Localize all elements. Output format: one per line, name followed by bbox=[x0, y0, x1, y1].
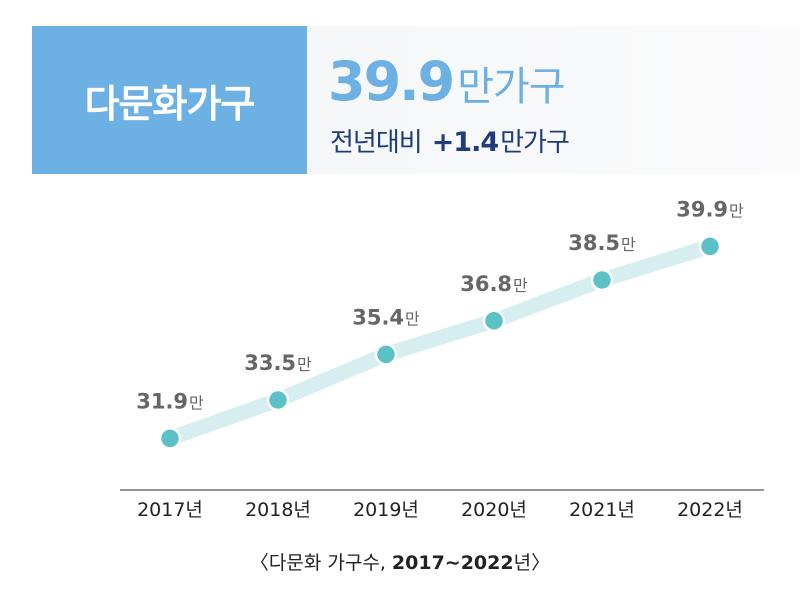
data-point bbox=[266, 388, 290, 412]
data-label-value: 38.5 bbox=[568, 231, 620, 255]
banner-label-box: 다문화가구 bbox=[32, 26, 307, 174]
change-label: 전년대비 bbox=[330, 128, 423, 158]
x-tick-label: 2020년 bbox=[461, 499, 527, 521]
data-label-unit: 만 bbox=[189, 393, 204, 412]
banner-label: 다문화가구 bbox=[84, 81, 256, 126]
data-label-unit: 만 bbox=[513, 276, 528, 295]
data-point bbox=[482, 309, 506, 333]
caption-range: 2017∼2022 bbox=[391, 552, 514, 574]
headline: 39.9 만가구 bbox=[328, 50, 566, 114]
caption-range-suffix: 년 bbox=[513, 552, 532, 574]
data-point bbox=[590, 268, 614, 292]
x-tick-label: 2022년 bbox=[677, 499, 743, 521]
change-unit: 만가구 bbox=[500, 128, 570, 158]
data-label-value: 36.8 bbox=[460, 272, 512, 296]
data-point bbox=[158, 427, 182, 450]
data-label-value: 33.5 bbox=[244, 351, 296, 375]
data-label: 36.8만 bbox=[460, 272, 528, 296]
x-tick-label: 2021년 bbox=[569, 499, 635, 521]
chart-caption: 〈다문화 가구수, 2017∼2022년〉 bbox=[0, 548, 800, 575]
data-label-value: 31.9 bbox=[136, 389, 188, 413]
data-label-value: 35.4 bbox=[352, 305, 404, 329]
caption-open: 〈 bbox=[249, 552, 269, 574]
caption-text: 다문화 가구수, bbox=[268, 552, 392, 574]
data-label: 38.5만 bbox=[568, 231, 636, 255]
data-label: 35.4만 bbox=[352, 305, 420, 329]
data-label-value: 39.9 bbox=[676, 197, 728, 221]
caption-close: 〉 bbox=[531, 552, 551, 574]
series-line bbox=[162, 238, 718, 446]
headline-value: 39.9 bbox=[328, 50, 455, 113]
data-label: 33.5만 bbox=[244, 351, 312, 375]
data-label: 39.9만 bbox=[676, 197, 744, 221]
x-tick-label: 2018년 bbox=[245, 499, 311, 521]
data-label-unit: 만 bbox=[729, 201, 744, 220]
x-tick-label: 2017년 bbox=[137, 499, 203, 521]
change-line: 전년대비 +1.4 만가구 bbox=[330, 122, 570, 162]
data-label: 31.9만 bbox=[136, 389, 204, 413]
data-point bbox=[698, 235, 722, 258]
data-label-unit: 만 bbox=[405, 309, 420, 328]
headline-unit: 만가구 bbox=[457, 64, 565, 110]
change-value: +1.4 bbox=[431, 127, 499, 158]
data-label-unit: 만 bbox=[621, 235, 636, 254]
data-label-unit: 만 bbox=[297, 355, 312, 374]
data-point bbox=[374, 343, 398, 366]
x-tick-label: 2019년 bbox=[353, 499, 419, 521]
